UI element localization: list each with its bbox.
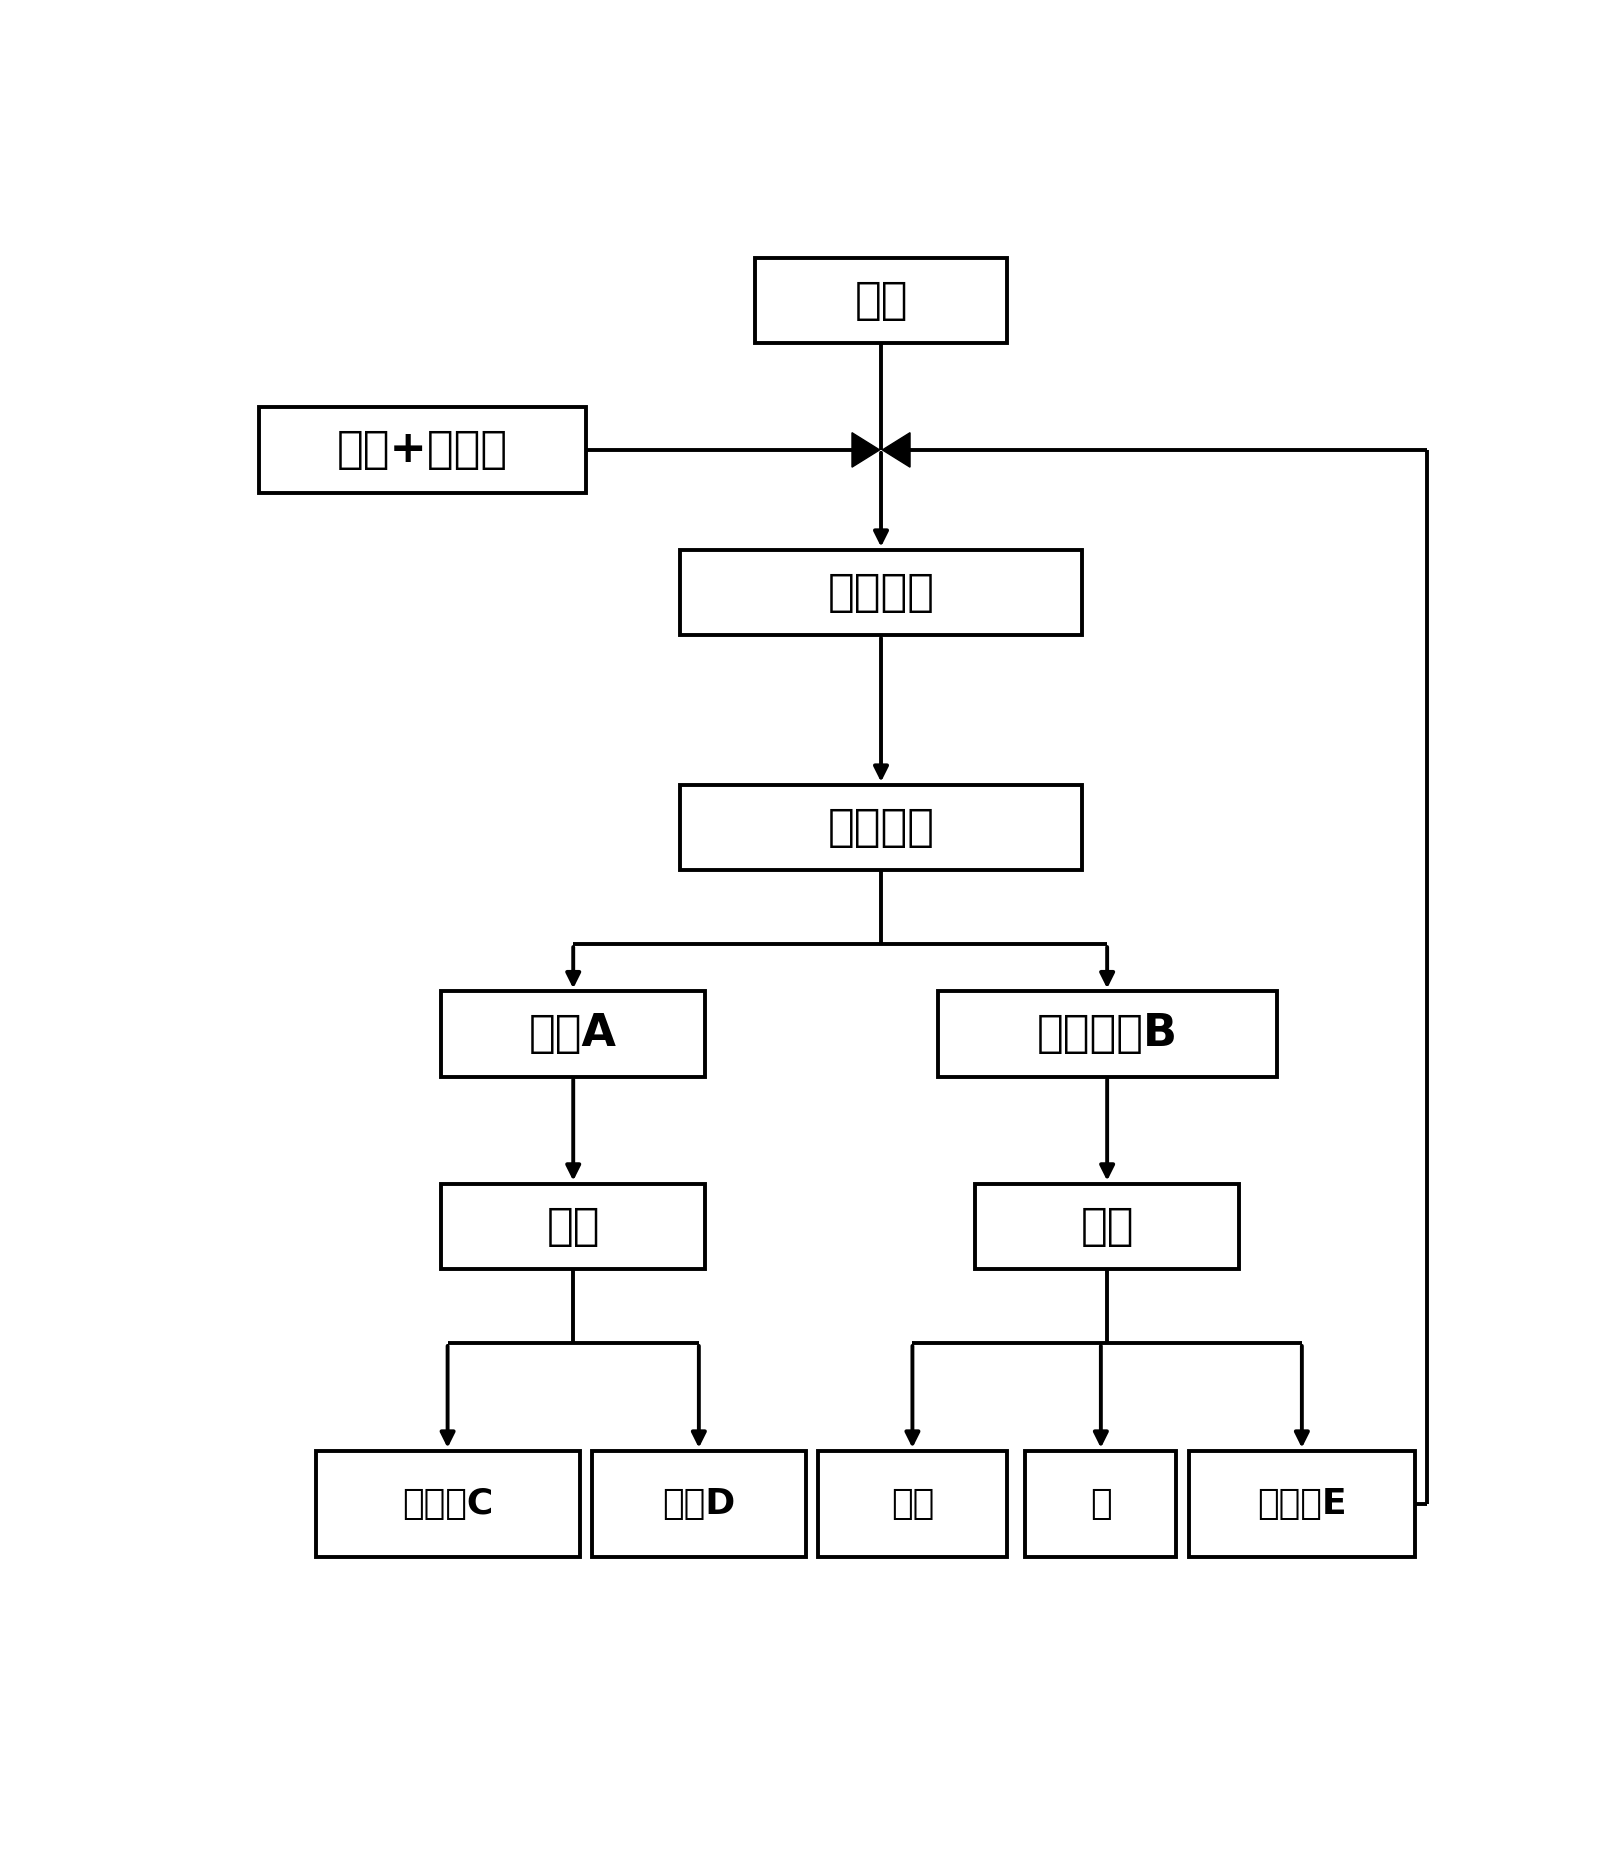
Bar (819, 1450, 1007, 1558)
Text: 铅: 铅 (1089, 1487, 1112, 1521)
Bar (316, 1450, 580, 1558)
Bar (1026, 1450, 1177, 1558)
Text: 催化浸出: 催化浸出 (827, 572, 935, 614)
Bar (592, 1450, 806, 1558)
Polygon shape (882, 433, 909, 468)
Text: 铅盐溶液B: 铅盐溶液B (1037, 1012, 1177, 1056)
Bar (441, 992, 705, 1077)
Bar (681, 784, 1083, 870)
Bar (1188, 1450, 1415, 1558)
Text: 硫酸铅C: 硫酸铅C (402, 1487, 493, 1521)
Text: 压滤分离: 压滤分离 (827, 807, 935, 849)
Text: 氧气: 氧气 (892, 1487, 934, 1521)
Text: 电解: 电解 (1080, 1204, 1135, 1247)
Text: 铅膏: 铅膏 (854, 279, 908, 322)
Text: 电解液E: 电解液E (1256, 1487, 1347, 1521)
Bar (755, 257, 1007, 342)
Bar (681, 549, 1083, 635)
Bar (441, 1184, 705, 1269)
Bar (976, 1184, 1238, 1269)
Bar (259, 407, 585, 492)
Text: 重选: 重选 (546, 1204, 600, 1247)
Bar (937, 992, 1277, 1077)
Text: 滤渣D: 滤渣D (663, 1487, 736, 1521)
Polygon shape (853, 433, 880, 468)
Text: 酸液+催化剂: 酸液+催化剂 (337, 429, 507, 472)
Text: 滤渣A: 滤渣A (528, 1012, 618, 1056)
